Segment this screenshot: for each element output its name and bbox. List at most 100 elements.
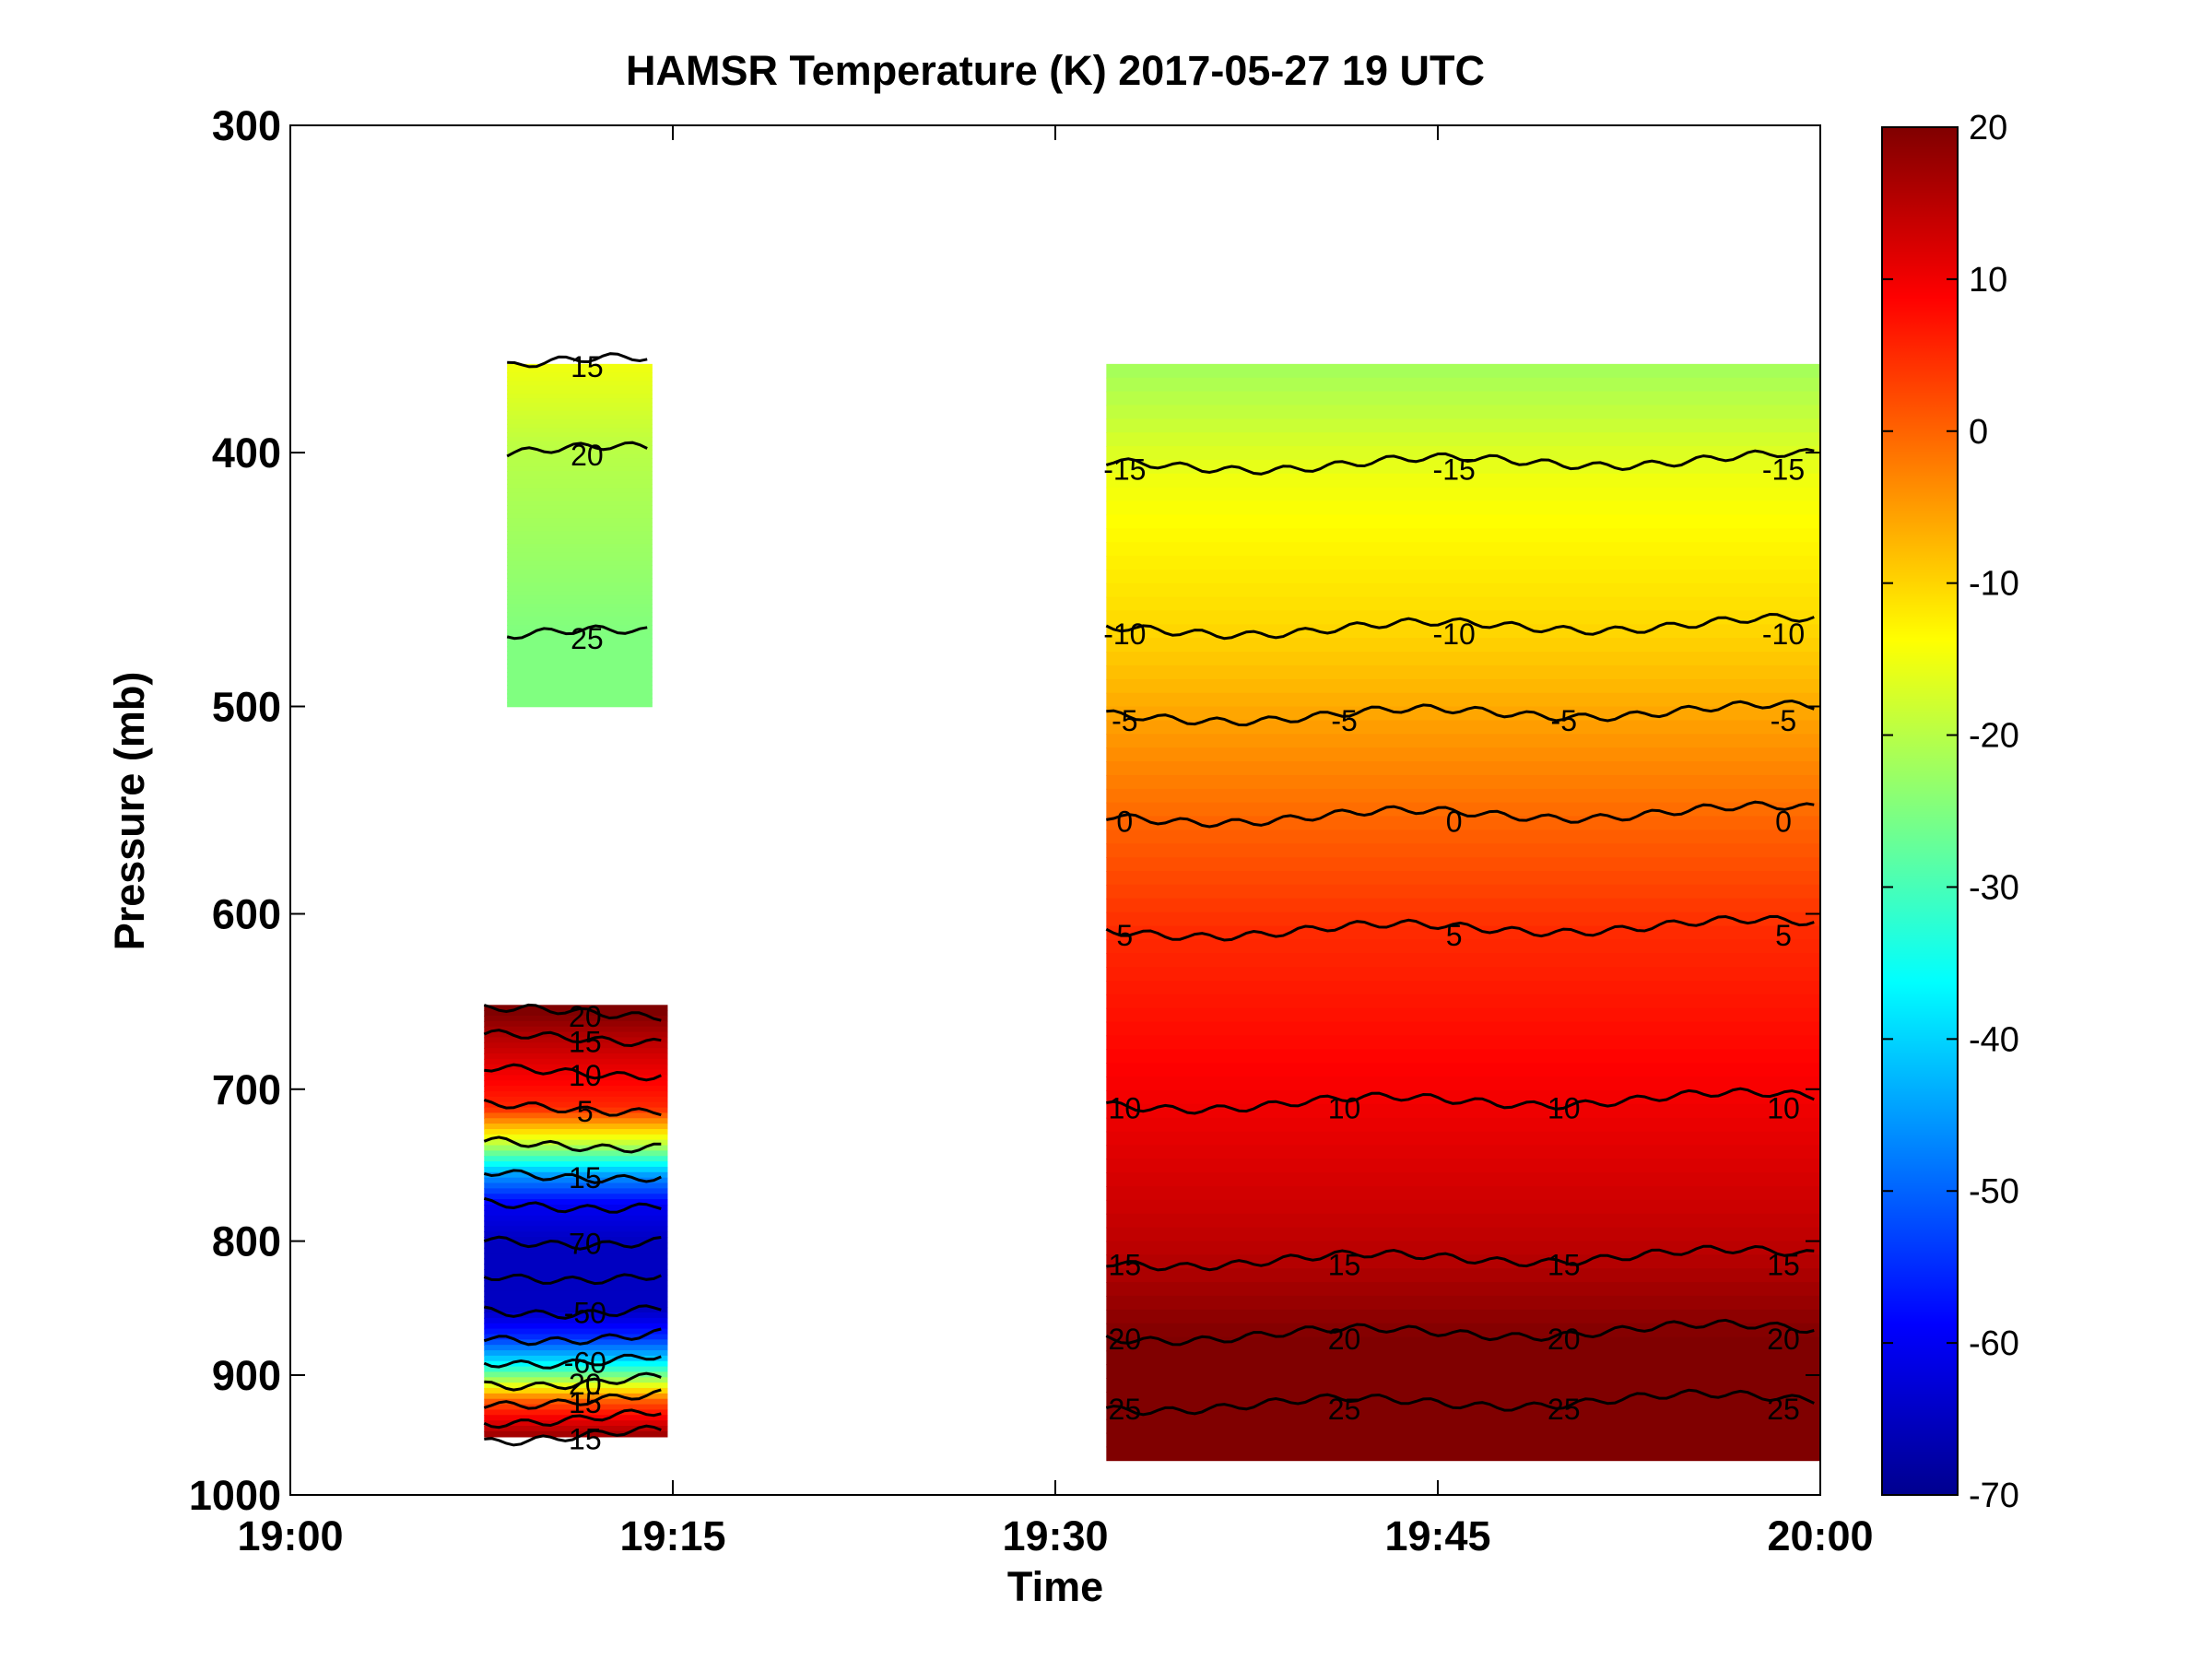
heatmap-cell [507,402,653,408]
contour-line [1105,1318,1815,1347]
heatmap-cell [507,573,653,579]
contour-label: 20 [569,1368,602,1401]
heatmap-cell [484,1241,668,1249]
heatmap-cell [1106,925,1820,941]
heatmap-cell [484,1139,668,1147]
heatmap-cell [484,1237,668,1243]
heatmap-cell [507,672,653,677]
heatmap-cell [507,376,653,382]
heatmap-cell [507,680,653,687]
heatmap-cell [1106,596,1820,612]
heatmap-cell [507,368,653,373]
x-tick-label: 19:30 [1002,1512,1108,1559]
heatmap-cell [484,1404,668,1411]
heatmap-cell [484,1317,668,1324]
contour-line [483,1353,662,1370]
heatmap-cell [1106,652,1820,666]
heatmap-cell [1106,720,1820,735]
heatmap-cell [1106,665,1820,680]
heatmap-cell [507,539,653,545]
heatmap-cell [507,633,653,639]
heatmap-cell [1106,1268,1820,1283]
heatmap-cell [507,591,653,596]
heatmap-cell [507,582,653,588]
contour-label: 15 [569,1026,602,1059]
heatmap-cell [507,616,653,622]
colorbar-tick-label: 0 [1969,413,1988,452]
contour-label: 10 [569,1059,602,1092]
contour-label: 5 [577,1095,594,1128]
heatmap-cell [1106,432,1820,447]
heatmap-cell [1106,542,1820,557]
contour-line [483,1388,662,1410]
y-tick-label: 900 [212,1352,281,1399]
heatmap-cell [1106,1282,1820,1297]
colorbar [1881,126,1959,1496]
heatmap-cell [507,638,653,643]
colorbar-tick-label: -40 [1969,1020,2019,1059]
heatmap-cell [1106,1131,1820,1147]
contour-label: 5 [1446,919,1463,952]
heatmap-cell [507,641,653,648]
heatmap-cell [1106,514,1820,530]
heatmap-cell [1106,898,1820,913]
heatmap-cell [484,1307,668,1313]
heatmap-cell [507,620,653,627]
contour-label: -5 [1771,704,1796,737]
heatmap-cell [1106,638,1820,653]
contour-line [1106,1087,1815,1115]
heatmap-cell [507,500,653,506]
heatmap-cell [1106,1446,1820,1462]
contour-label: 5 [1775,919,1792,952]
heatmap-cell [484,1409,668,1417]
heatmap-cell [484,1425,668,1432]
contour-line [483,1098,662,1117]
heatmap-cell [507,547,653,554]
heatmap-cell [484,1215,668,1222]
heatmap-cell [1106,1241,1820,1256]
heatmap-cell [484,1269,668,1276]
contour-line [483,1327,662,1347]
contour-label: 10 [1767,1091,1800,1124]
heatmap-cell [484,1430,668,1438]
heatmap-cell [1106,939,1820,955]
contour-line [483,1273,662,1286]
heatmap-cell [507,565,653,571]
heatmap-cell [1106,377,1820,393]
heatmap-cell [1106,1049,1820,1064]
heatmap-cell [484,1371,668,1379]
contour-line [483,1003,662,1022]
heatmap-cell [484,1058,668,1065]
contour-label: -50 [564,1296,606,1329]
heatmap-cell [507,522,653,528]
chart-title: HAMSR Temperature (K) 2017-05-27 19 UTC [626,47,1485,94]
y-tick-label: 500 [212,683,281,730]
heatmap-cell [507,432,653,438]
heatmap-cell [484,1150,668,1158]
heatmap-cell [507,560,653,566]
heatmap-cell [484,1080,668,1087]
contour-label: 5 [1116,919,1133,952]
heatmap-cell [507,698,653,703]
heatmap-cell [507,363,653,370]
heatmap-cell [507,381,653,386]
heatmap-cell [484,1177,668,1184]
heatmap-cell [507,586,653,592]
heatmap-cell [507,543,653,549]
contour-label: 25 [571,622,604,655]
heatmap-cell [484,1048,668,1054]
heatmap-cell [507,531,653,536]
contour-label: 15 [569,1423,602,1456]
contour-line [483,1235,662,1251]
y-tick-label: 400 [212,429,281,477]
heatmap-cell [484,1366,668,1373]
heatmap-cell [484,1264,668,1270]
heatmap-cell [1106,391,1820,406]
heatmap-cell [484,1334,668,1341]
heatmap-cell [1106,774,1820,790]
heatmap-cell [484,1182,668,1190]
heatmap-cell [1106,405,1820,420]
x-axis-label: Time [1007,1563,1103,1610]
heatmap-cell [1106,816,1820,831]
x-tick-label: 19:45 [1384,1512,1490,1559]
